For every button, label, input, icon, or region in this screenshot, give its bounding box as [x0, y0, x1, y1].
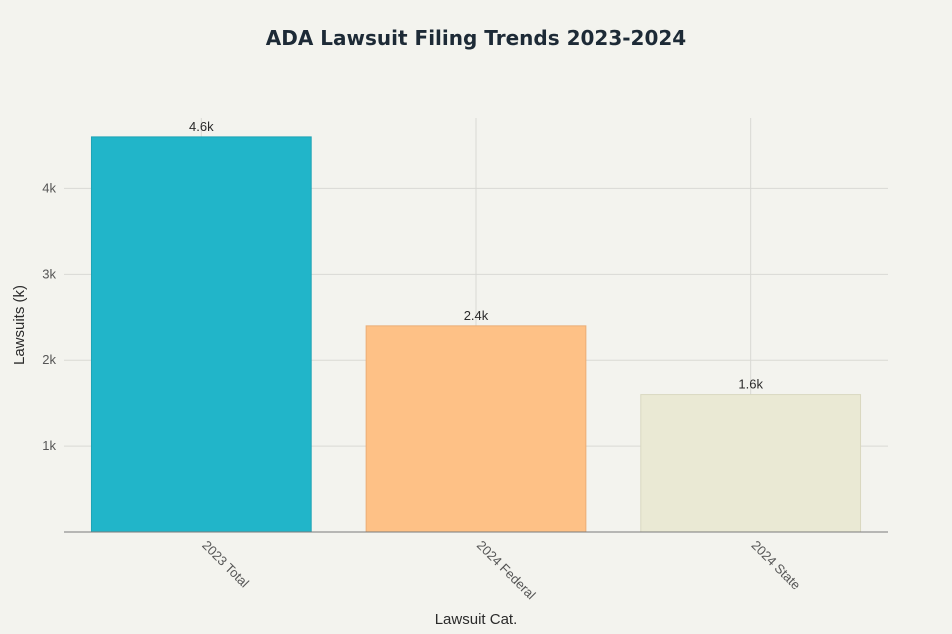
bar[interactable]: [365, 325, 587, 533]
bar-value-label: 2.4k: [464, 308, 489, 323]
x-tick-label: 2023 Total: [199, 538, 252, 591]
y-tick-label: 4k: [42, 180, 56, 195]
bar[interactable]: [640, 394, 862, 533]
bar-value-label: 1.6k: [738, 377, 763, 392]
y-axis-title: Lawsuits (k): [11, 285, 28, 365]
bar[interactable]: [90, 136, 312, 533]
x-axis-title: Lawsuit Cat.: [435, 611, 518, 628]
x-tick-label: 2024 State: [749, 538, 804, 593]
y-tick-label: 1k: [42, 438, 56, 453]
chart-title: ADA Lawsuit Filing Trends 2023-2024: [265, 26, 687, 50]
x-tick-label: 2024 Federal: [474, 538, 539, 603]
bar-value-label: 4.6k: [189, 119, 214, 134]
y-tick-label: 2k: [42, 352, 56, 367]
y-tick-label: 3k: [42, 266, 56, 281]
